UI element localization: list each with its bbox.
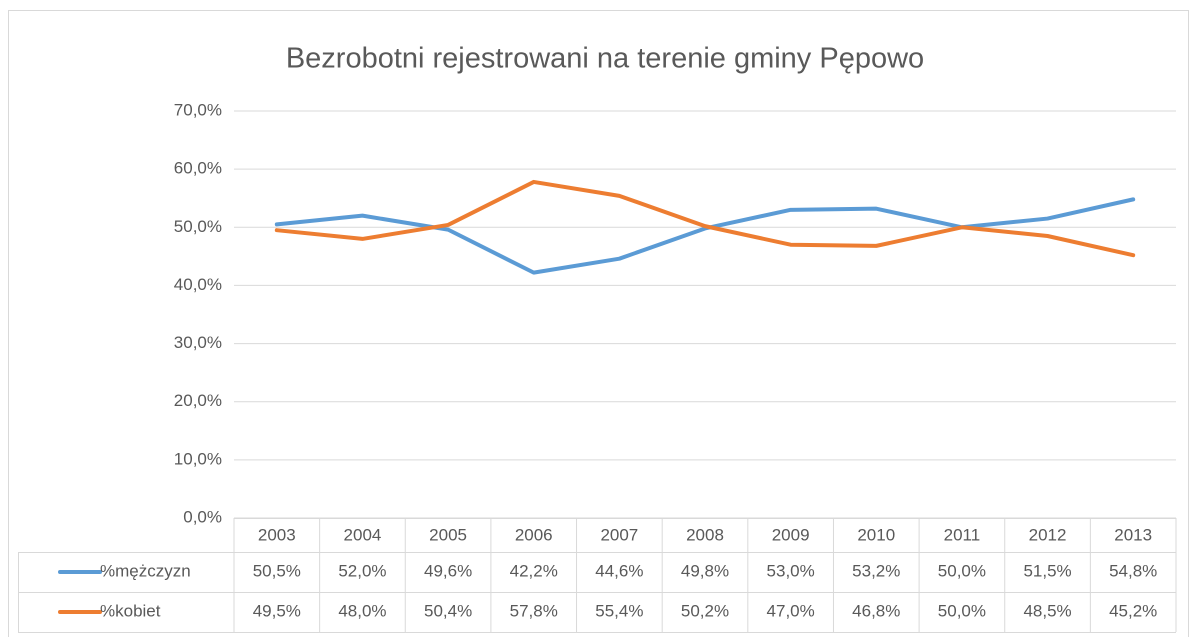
data-label: 47,0% [767,601,815,620]
data-label: 53,0% [767,561,815,580]
y-tick-label: 70,0% [174,100,222,119]
legend-label: %kobiet [100,601,161,620]
y-tick-label: 20,0% [174,391,222,410]
data-label: 50,5% [253,561,301,580]
x-tick-label: 2006 [515,525,553,544]
y-tick-label: 0,0% [183,507,222,526]
y-tick-label: 10,0% [174,449,222,468]
x-tick-label: 2013 [1114,525,1152,544]
data-label: 45,2% [1109,601,1157,620]
data-label: 49,6% [424,561,472,580]
x-tick-label: 2004 [344,525,382,544]
data-label: 50,4% [424,601,472,620]
x-tick-label: 2008 [686,525,724,544]
data-label: 53,2% [852,561,900,580]
x-tick-label: 2012 [1029,525,1067,544]
data-label: 52,0% [338,561,386,580]
data-label: 54,8% [1109,561,1157,580]
data-label: 50,0% [938,561,986,580]
legend-label: %mężczyzn [100,561,191,580]
x-tick-label: 2007 [600,525,638,544]
y-tick-label: 40,0% [174,275,222,294]
data-label: 49,8% [681,561,729,580]
x-tick-label: 2003 [258,525,296,544]
series-line [274,179,1136,258]
data-label: 48,5% [1023,601,1071,620]
data-label: 57,8% [510,601,558,620]
data-label: 49,5% [253,601,301,620]
data-label: 50,2% [681,601,729,620]
y-tick-label: 30,0% [174,333,222,352]
data-label: 48,0% [338,601,386,620]
x-tick-label: 2010 [857,525,895,544]
data-label: 55,4% [595,601,643,620]
series-line [274,197,1136,275]
x-tick-label: 2011 [944,525,981,544]
chart-title: Bezrobotni rejestrowani na terenie gminy… [286,43,924,75]
y-tick-label: 50,0% [174,217,222,236]
x-tick-label: 2009 [772,525,810,544]
data-label: 42,2% [510,561,558,580]
data-label: 44,6% [595,561,643,580]
data-label: 50,0% [938,601,986,620]
chart-border [8,10,1189,637]
data-label: 46,8% [852,601,900,620]
data-label: 51,5% [1023,561,1071,580]
x-tick-label: 2005 [429,525,467,544]
y-tick-label: 60,0% [174,159,222,178]
